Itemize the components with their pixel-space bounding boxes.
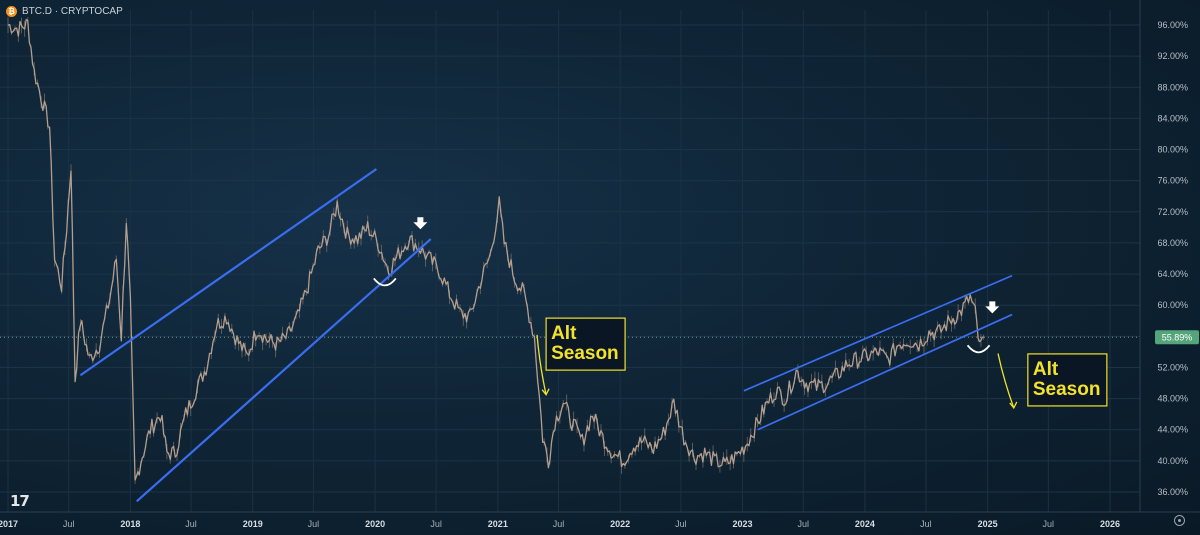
y-tick-label: 96.00% [1157, 20, 1188, 30]
gridlines [0, 10, 1140, 512]
annotation-text: Alt [551, 323, 577, 344]
x-tick-label: Jul [1043, 519, 1055, 529]
trend-down-arrow [536, 334, 547, 395]
bounce-arc-marker [966, 344, 991, 354]
channel-trendline-upper[interactable] [79, 168, 378, 377]
btc-dominance-series [7, 18, 984, 481]
x-tick-label: 2022 [610, 519, 630, 529]
symbol-legend[interactable]: ₿ BTC.D · CRYPTOCAP [6, 6, 123, 17]
x-tick-label: 2025 [978, 519, 998, 529]
x-tick-label: 2018 [120, 519, 140, 529]
annotation-text: Season [1033, 379, 1101, 400]
x-tick-label: Jul [797, 519, 809, 529]
x-tick-label: 2026 [1100, 519, 1120, 529]
last-price-badge [1155, 330, 1199, 345]
y-tick-label: 72.00% [1157, 207, 1188, 217]
x-tick-label: 2017 [0, 519, 18, 529]
x-tick-label: 2023 [733, 519, 753, 529]
x-tick-label: 2020 [365, 519, 385, 529]
y-tick-label: 92.00% [1157, 51, 1188, 61]
x-tick-label: Jul [430, 519, 442, 529]
y-tick-label: 64.00% [1157, 269, 1188, 279]
y-tick-label: 76.00% [1157, 176, 1188, 186]
y-tick-label: 68.00% [1157, 238, 1188, 248]
symbol-title: BTC.D · CRYPTOCAP [22, 6, 123, 17]
annotation-box [1027, 353, 1108, 407]
bitcoin-coin-icon: ₿ [6, 6, 17, 17]
arrowhead-icon [541, 388, 550, 396]
y-tick-label: 52.00% [1157, 362, 1188, 372]
tradingview-logo: 17 [10, 492, 30, 510]
y-tick-label: 36.00% [1157, 487, 1188, 497]
gear-icon[interactable] [1174, 515, 1185, 526]
channel-trendline-lower[interactable] [757, 313, 1013, 431]
y-tick-label: 44.00% [1157, 425, 1188, 435]
y-tick-label: 40.00% [1157, 456, 1188, 466]
y-tick-label: 60.00% [1157, 300, 1188, 310]
bounce-arc-marker [373, 277, 397, 287]
down-arrow-icon [413, 217, 428, 230]
annotation-text: Alt [1033, 359, 1059, 380]
channel-trendline-lower[interactable] [136, 238, 432, 503]
down-arrow-icon [985, 301, 1000, 314]
x-tick-label: Jul [675, 519, 687, 529]
trend-down-arrow [997, 353, 1015, 409]
x-tick-label: Jul [553, 519, 565, 529]
x-tick-label: Jul [63, 519, 75, 529]
annotation-box [545, 317, 626, 371]
x-tick-label: Jul [185, 519, 197, 529]
y-tick-label: 48.00% [1157, 394, 1188, 404]
channel-trendline-upper[interactable] [743, 274, 1013, 392]
y-tick-label: 80.00% [1157, 145, 1188, 155]
x-tick-label: 2021 [488, 519, 508, 529]
last-price-label: 55.89% [1162, 333, 1193, 343]
arrowhead-icon [1009, 401, 1018, 410]
x-tick-label: Jul [308, 519, 320, 529]
x-tick-label: 2019 [243, 519, 263, 529]
x-tick-label: 2024 [855, 519, 875, 529]
x-tick-label: Jul [920, 519, 932, 529]
y-tick-label: 84.00% [1157, 113, 1188, 123]
annotation-text: Season [551, 343, 619, 364]
y-tick-label: 88.00% [1157, 82, 1188, 92]
